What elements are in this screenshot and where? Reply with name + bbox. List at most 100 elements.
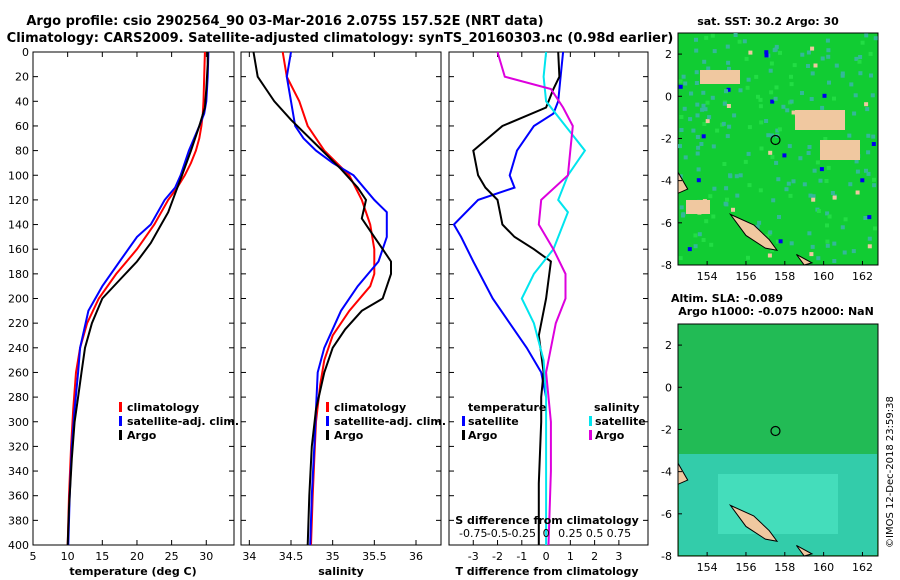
depth-tick-label: 160 bbox=[8, 243, 29, 256]
sst-pixel bbox=[695, 135, 700, 139]
sst-pixel bbox=[766, 133, 771, 138]
sst-pixel bbox=[699, 142, 704, 146]
sst-pixel bbox=[758, 97, 763, 102]
sal-legend-satellite-swatch bbox=[326, 416, 329, 426]
sst-pixel bbox=[854, 159, 859, 164]
sla-lower-region bbox=[718, 474, 838, 534]
sst-pixel bbox=[847, 133, 852, 138]
sst-pixel bbox=[864, 33, 869, 38]
sst-pixel bbox=[826, 165, 831, 170]
sst-pixel bbox=[734, 174, 739, 179]
sst-pixel bbox=[715, 128, 720, 133]
sst-pixel bbox=[702, 122, 707, 126]
diff-legend-s-satellite: satellite bbox=[595, 415, 646, 428]
diff-top-tick-label: -0.5 bbox=[487, 527, 508, 540]
sal-xtick-label: 34.5 bbox=[279, 550, 304, 563]
sst-pixel bbox=[701, 90, 706, 95]
depth-tick-label: 240 bbox=[8, 342, 29, 355]
sst-pixel bbox=[756, 94, 760, 99]
diff-top-tick-label: 0.25 bbox=[558, 527, 583, 540]
sst-map-panel: sat. SST: 30.2 Argo: 30 154 156 158 160 162 2… bbox=[661, 15, 879, 283]
sst-pixel bbox=[858, 71, 863, 76]
temp-xtick-label: 5 bbox=[30, 550, 37, 563]
depth-tick-label: 80 bbox=[15, 145, 29, 158]
sst-pixel bbox=[824, 179, 829, 183]
sst-pixel bbox=[683, 155, 688, 160]
depth-tick-label: 100 bbox=[8, 169, 29, 182]
sst-pixel bbox=[722, 162, 727, 166]
sst-pixel bbox=[867, 215, 872, 220]
sst-pixel bbox=[815, 160, 820, 165]
sst-pixel bbox=[772, 48, 777, 53]
sst-pixel bbox=[800, 52, 805, 57]
title-line-1: Argo profile: csio 2902564_90 03-Mar-201… bbox=[26, 14, 543, 29]
map-xtick-label: 156 bbox=[735, 561, 756, 574]
diff-top-tick-label: -0.75 bbox=[459, 527, 487, 540]
sst-pixel bbox=[789, 74, 793, 79]
map-ytick-label: -2 bbox=[661, 423, 672, 436]
land-coast bbox=[677, 461, 689, 486]
sst-pixel bbox=[823, 137, 828, 141]
sst-pixel bbox=[696, 145, 701, 150]
sst-pixel bbox=[872, 183, 877, 188]
sst-pixel bbox=[807, 145, 812, 149]
sst-pixel bbox=[809, 252, 814, 257]
sst-pixel bbox=[768, 68, 773, 73]
temp-series-argo bbox=[66, 52, 209, 546]
sst-pixel bbox=[679, 115, 684, 119]
map-ytick-label: 0 bbox=[665, 381, 672, 394]
depth-tick-label: 60 bbox=[15, 120, 29, 133]
sst-pixel bbox=[777, 215, 781, 219]
map-xtick-label: 160 bbox=[813, 561, 834, 574]
sla-map-title-1: Altim. SLA: -0.089 bbox=[671, 292, 783, 305]
sst-pixel bbox=[724, 186, 729, 191]
sst-pixel bbox=[703, 107, 708, 112]
legend-satellite-swatch bbox=[119, 416, 122, 426]
sst-pixel bbox=[738, 173, 743, 178]
map-ytick-label: -6 bbox=[661, 508, 672, 521]
map-ytick-label: 2 bbox=[665, 48, 672, 61]
sst-pixel bbox=[832, 259, 837, 263]
sst-pixel bbox=[858, 55, 863, 59]
sst-pixel bbox=[728, 174, 733, 179]
diff-legend-t-satellite-swatch bbox=[462, 416, 465, 426]
depth-tick-label: 200 bbox=[8, 293, 29, 306]
sal-legend-argo-swatch bbox=[326, 430, 329, 440]
map-ytick-label: -8 bbox=[661, 550, 672, 563]
sst-pixel bbox=[810, 71, 815, 76]
map-xtick-label: 162 bbox=[852, 561, 873, 574]
sal-legend-argo: Argo bbox=[334, 429, 364, 442]
sst-pixel bbox=[873, 36, 878, 41]
sst-pixel bbox=[853, 93, 858, 98]
sst-pixel bbox=[721, 121, 726, 126]
sst-pixel bbox=[863, 216, 868, 220]
diff-legend-s-argo: Argo bbox=[595, 429, 625, 442]
sst-pixel bbox=[701, 238, 706, 242]
sst-pixel bbox=[694, 37, 698, 42]
sst-pixel bbox=[678, 84, 683, 89]
legend-satellite: satellite-adj. clim. bbox=[127, 415, 239, 428]
sst-pixel bbox=[687, 247, 692, 252]
depth-tick-label: 220 bbox=[8, 317, 29, 330]
sst-pixel bbox=[854, 56, 859, 61]
sst-pixel bbox=[688, 117, 693, 122]
sst-pixel bbox=[738, 88, 743, 93]
sst-pixel bbox=[840, 71, 845, 76]
sst-pixel bbox=[737, 39, 742, 44]
sst-pixel bbox=[791, 110, 796, 115]
sst-pixel bbox=[775, 128, 780, 133]
sst-pixel bbox=[774, 44, 779, 49]
sst-pixel bbox=[747, 125, 752, 130]
sst-pixel bbox=[807, 231, 812, 236]
sst-pixel bbox=[864, 168, 868, 173]
sst-pixel bbox=[787, 144, 792, 149]
sst-pixel bbox=[806, 64, 810, 68]
sst-pixel bbox=[771, 198, 776, 203]
sst-pixel bbox=[695, 151, 700, 156]
diff-top-tick-label: 0.5 bbox=[586, 527, 604, 540]
sst-pixel bbox=[810, 46, 815, 51]
sst-pixel bbox=[830, 191, 835, 195]
map-ytick-label: -2 bbox=[661, 132, 672, 145]
sst-pixel bbox=[868, 51, 873, 56]
